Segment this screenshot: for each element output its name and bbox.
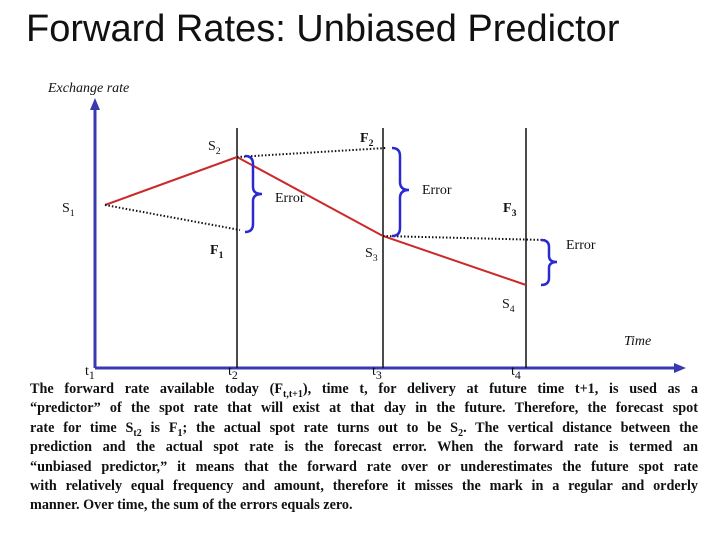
label-text: S: [208, 139, 216, 154]
label-subscript: 2: [216, 146, 221, 157]
x-axis-arrow: [674, 363, 686, 373]
label: F1: [210, 243, 224, 261]
label-subscript: 3: [376, 368, 382, 382]
label-subscript: 4: [510, 304, 515, 315]
text-run: . The vertical distance between the: [463, 419, 698, 436]
text-run: ), time t, for delivery at future time t…: [302, 381, 698, 397]
x-axis-label: Time: [624, 334, 651, 349]
y-axis-arrow: [90, 98, 100, 110]
label-text: Error: [422, 183, 452, 198]
label-text: S: [365, 246, 373, 261]
label: t4: [511, 364, 521, 382]
label: S1: [62, 201, 75, 219]
label-text: t: [228, 364, 232, 379]
text-line: “unbiased predictor,” it means that the …: [30, 458, 698, 477]
label-subscript: 4: [515, 368, 521, 382]
label: t1: [85, 364, 95, 382]
label-subscript: 3: [373, 253, 378, 264]
label-text: t: [511, 364, 515, 379]
text-line: rate for time St2 is F1; the actual spot…: [30, 419, 698, 438]
text-run: rate for time S: [30, 419, 134, 436]
subscript: 2: [458, 427, 464, 439]
text-line: prediction and the actual spot rate is t…: [30, 438, 698, 457]
label: t3: [372, 364, 382, 382]
label: Error: [422, 183, 452, 198]
forward-line: [236, 147, 387, 158]
label: S4: [502, 297, 515, 315]
text-run: ; the actual spot rate turns out to be S: [182, 419, 459, 436]
error-brace: [540, 238, 558, 287]
label-subscript: 2: [232, 368, 238, 382]
label-text: F: [503, 201, 512, 216]
text-run: prediction and the actual spot rate is t…: [30, 439, 698, 456]
label: S2: [208, 139, 221, 157]
text-run: “unbiased predictor,” it means that the …: [30, 458, 698, 475]
forward-line: [104, 204, 241, 231]
explanation: The forward rate available today (Ft,t+1…: [30, 380, 698, 516]
label-subscript: 2: [369, 138, 374, 149]
label: Error: [275, 191, 305, 206]
subscript: t,t+1: [283, 388, 303, 400]
label-text: S: [502, 297, 510, 312]
label-text: F: [360, 131, 369, 146]
text-line: manner. Over time, the sum of the errors…: [30, 496, 698, 515]
label-text: t: [85, 364, 89, 379]
error-brace: [244, 154, 263, 234]
label: F3: [503, 201, 517, 219]
label-text: Error: [275, 191, 305, 206]
text-line: The forward rate available today (Ft,t+1…: [30, 380, 698, 399]
label-text: Error: [566, 238, 596, 253]
subscript: 1: [177, 427, 183, 439]
text-line: “predictor” of the spot rate that will e…: [30, 399, 698, 418]
label-text: F: [210, 243, 219, 258]
label-subscript: 3: [512, 208, 517, 219]
label: Error: [566, 238, 596, 253]
subscript: t2: [133, 427, 142, 439]
text-run: manner. Over time, the sum of the errors…: [30, 497, 353, 514]
text-run: is F: [141, 419, 178, 436]
y-axis-label: Exchange rate: [47, 81, 129, 96]
label-text: t: [372, 364, 376, 379]
text-run: The forward rate available today (F: [30, 381, 284, 397]
label-text: S: [62, 201, 70, 216]
error-brace: [391, 146, 410, 238]
text-run: with relatively equal frequency and amou…: [30, 478, 698, 495]
spot-rate-line: [104, 155, 527, 286]
text-run: “predictor” of the spot rate that will e…: [30, 400, 698, 417]
forward-line: [382, 235, 546, 241]
label-subscript: 1: [70, 208, 75, 219]
label: t2: [228, 364, 238, 382]
label: F2: [360, 131, 374, 149]
label-subscript: 1: [89, 368, 95, 382]
slide-title: Forward Rates: Unbiased Predictor: [26, 8, 620, 50]
label: S3: [365, 246, 378, 264]
label-subscript: 1: [219, 250, 224, 261]
text-line: with relatively equal frequency and amou…: [30, 477, 698, 496]
